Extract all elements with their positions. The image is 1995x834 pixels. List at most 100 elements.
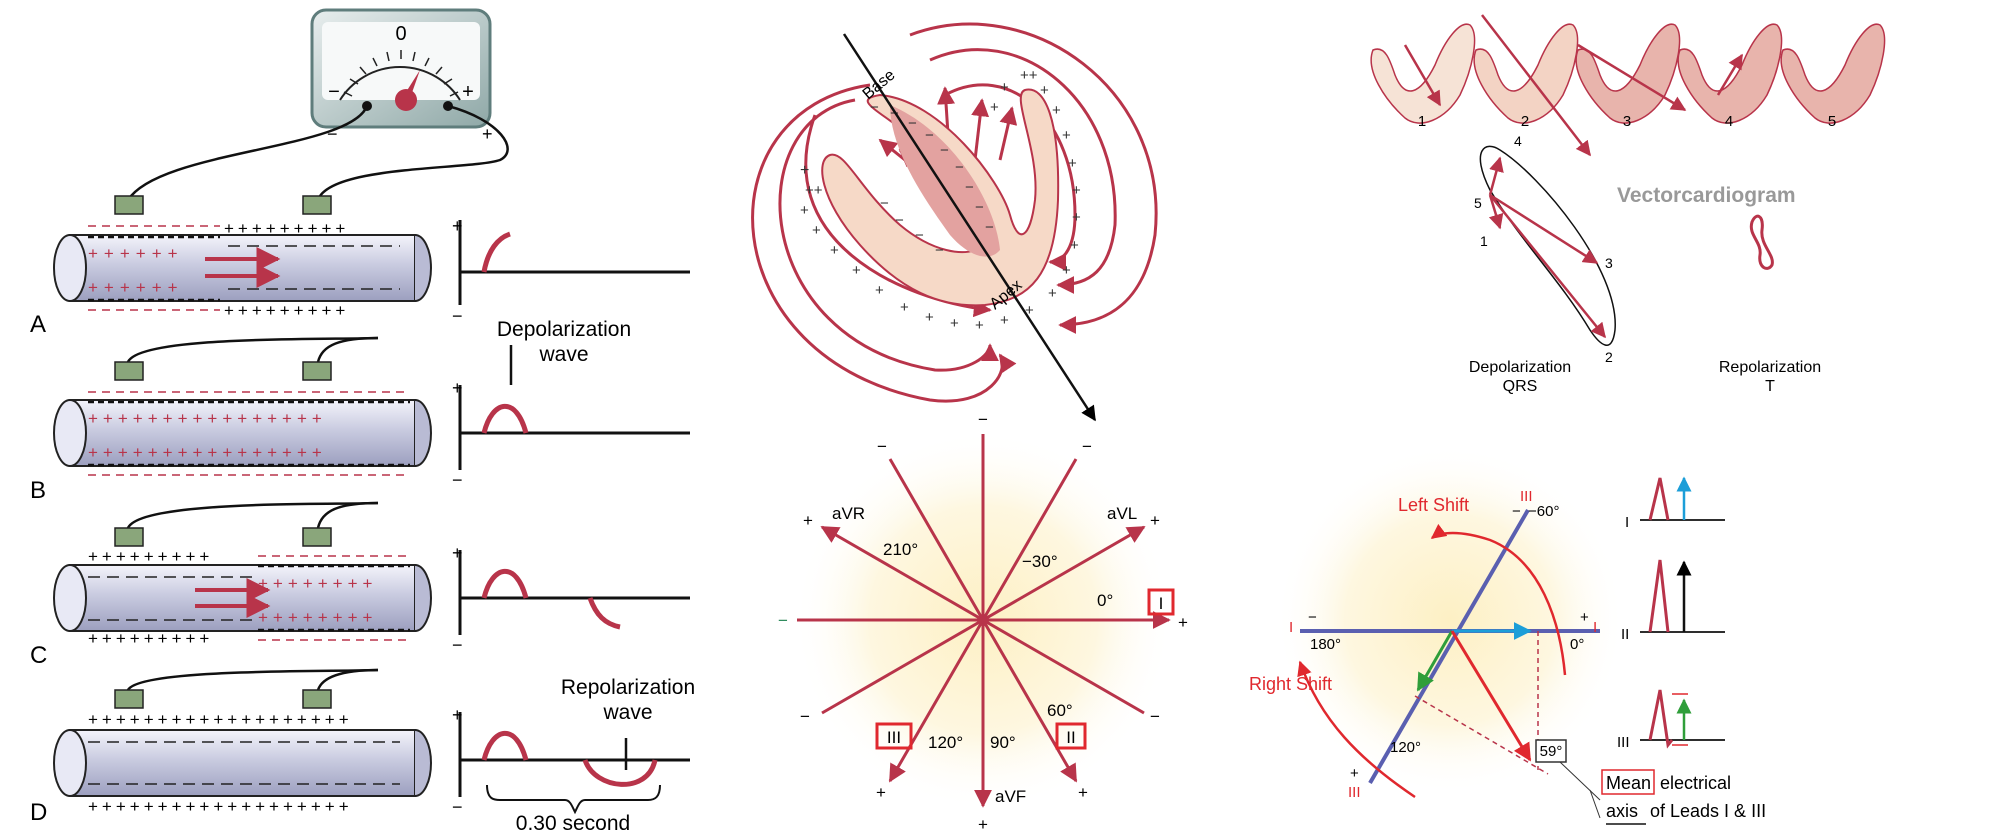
lead-plus-label: + [482,124,493,144]
repolarization-wave-label-1: Repolarization [561,676,695,699]
meter-ticks [343,50,459,97]
loop-point-5: 5 [1474,195,1482,211]
loop-point-1: 1 [1480,233,1488,249]
svg-text:−: − [895,212,904,229]
svg-text:+: + [1048,285,1057,302]
svg-text:++++++++: ++++++++ [258,608,377,627]
svg-text:+: + [1078,783,1088,802]
stage-5: 5 [1828,113,1836,130]
heart-axis-line [842,33,1097,422]
svg-text:+: + [876,783,886,802]
row-label: C [30,642,47,669]
electrode [302,361,332,381]
row-label: D [30,799,47,826]
loop-point-2: 2 [1605,349,1613,365]
trace-lead-i: I [1625,514,1629,531]
avf-label: aVF [995,787,1026,806]
lead-iii-box [875,722,913,750]
trace-plus: + [452,216,463,236]
muscle-fiber [69,729,416,797]
svg-text:−: − [985,219,994,236]
lead-iii-label: III [887,728,901,747]
electrode [114,689,144,709]
vectorcardiogram-title: Vectorcardiogram [1617,184,1796,207]
angle-0-label: 0° [1570,636,1584,653]
svg-text:−: − [925,127,934,144]
mean-axis-vector [1450,630,1532,762]
angle-59-box [1535,739,1567,763]
qrs-loop [1479,145,1616,346]
depolarization-wave-label-2: wave [538,343,588,366]
angle-0-label: 0° [1097,591,1113,610]
hexaxial-reference-panel: aVR aVL aVF I II III 210° −30° 0° 60° 90… [778,410,1188,834]
svg-text:+: + [1150,511,1160,530]
svg-text:+: + [800,162,811,179]
trace-minus: − [452,470,463,490]
fiber-row-d: +++++++++++++++++++ +++++++++++++++++++ … [30,668,432,826]
svg-text:−: − [955,159,964,176]
caption-electrical: electrical [1660,773,1731,793]
loop-vectors [1488,156,1606,339]
svg-text:+: + [950,315,959,332]
svg-text:+: + [990,99,999,116]
repolarization-label-2: T [1765,378,1775,395]
fiber-row-b: ++++++++++++++++ ++++++++++++++++ B [30,336,432,504]
electrode [114,195,144,215]
svg-text:+++++++++: +++++++++ [224,301,349,320]
avl-label: aVL [1107,504,1137,523]
stage-1: 1 [1418,113,1426,130]
svg-text:+: + [1068,155,1077,172]
electrode [114,361,144,381]
svg-text:−: − [877,437,887,456]
angle-180-label: 180° [1310,636,1341,653]
svg-text:++++++++++++++++: ++++++++++++++++ [88,443,327,462]
electrode [302,527,332,547]
trace-minus: − [452,797,463,817]
hexaxial-polarity: − + − − + + − + − − + + [778,410,1188,834]
angle-59-label: 59° [1540,743,1563,760]
trace-plus: + [452,378,463,398]
depolarization-wave-label-1: Depolarization [497,318,631,341]
lead-iii-top-label: III [1520,488,1533,505]
svg-text:−: − [1082,437,1092,456]
svg-text:−: − [965,179,974,196]
svg-text:++++++++++++++++: ++++++++++++++++ [88,409,327,428]
trace-minus: − [452,306,463,326]
svg-text:+: + [812,222,821,239]
caption-rest: of Leads I & III [1650,801,1766,821]
angle-60-label: 60° [1047,701,1073,720]
svg-text:−: − [978,410,988,429]
svg-text:+: + [875,282,884,299]
caption-axis: axis [1606,801,1638,821]
meter-zero-label: 0 [395,23,406,45]
angle-210-label: 210° [883,540,918,559]
svg-text:+++++++++++++++++++: +++++++++++++++++++ [88,710,353,729]
lead-i-left-label: I [1289,619,1293,636]
right-shift-label: Right Shift [1249,674,1332,694]
row-label: B [30,477,46,504]
t-loop [1749,214,1774,270]
stage-2: 2 [1521,113,1529,130]
axis-plus: + [1350,765,1359,782]
lead-iii-reference-axis [1368,508,1530,785]
electrode [114,527,144,547]
lead-iii-bottom-label: III [1348,784,1361,801]
svg-text:+: + [1040,82,1049,99]
svg-text:−: − [800,707,810,726]
axis-minus: − [1512,503,1521,520]
angle-120-label: 120° [1390,739,1421,756]
svg-text:+: + [925,309,934,326]
svg-text:++++++: ++++++ [88,278,184,297]
fiber-row-c: +++++++++ +++++++++ ++++++++ ++++++++ C [30,501,432,669]
positive-lead-wire [316,104,509,201]
svg-text:−: − [778,611,788,630]
axis-minus: − [1308,609,1317,626]
galvanometer: 0 − + − + [126,8,509,201]
svg-text:−: − [940,142,949,159]
axis-plus: + [1580,609,1589,626]
electrode [302,689,332,709]
lead-axes [797,434,1171,808]
repolarization-wave-label-2: wave [602,701,652,724]
lead-minus-label: − [327,124,338,144]
